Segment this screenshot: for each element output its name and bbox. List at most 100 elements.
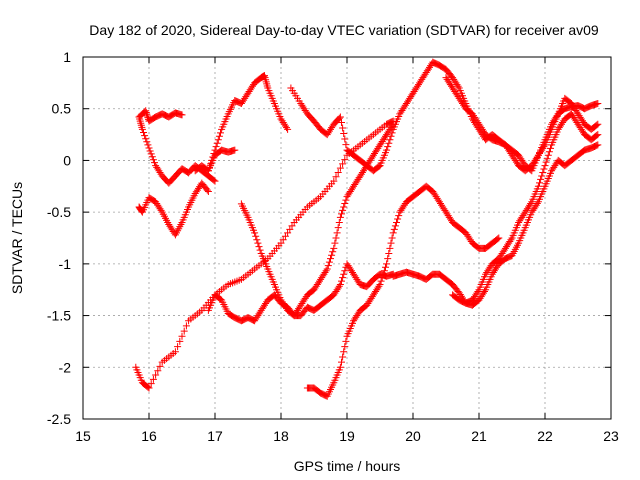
data-point — [203, 186, 211, 194]
data-point — [340, 270, 348, 278]
data-point — [547, 144, 554, 152]
data-point — [340, 203, 348, 211]
data-point — [255, 243, 263, 251]
data-point — [204, 187, 212, 195]
x-tick-label: 15 — [75, 428, 91, 444]
series-sat-2 — [135, 107, 186, 125]
data-point — [474, 287, 482, 295]
data-point — [340, 348, 348, 356]
axis-ticks — [82, 56, 612, 420]
data-point — [536, 179, 543, 187]
data-point — [541, 162, 549, 170]
data-point — [378, 274, 386, 282]
data-point — [210, 176, 218, 184]
data-point — [322, 267, 330, 275]
data-point — [213, 139, 221, 147]
data-point — [253, 236, 261, 244]
data-point — [387, 132, 395, 140]
data-point — [323, 265, 331, 273]
data-point — [380, 267, 388, 275]
data-point — [495, 234, 503, 242]
data-point — [204, 167, 212, 175]
data-point — [481, 287, 488, 295]
data-point — [145, 144, 153, 152]
data-point — [144, 141, 152, 149]
data-point — [178, 111, 186, 119]
data-point — [341, 135, 349, 143]
data-point — [334, 168, 342, 176]
data-point — [538, 172, 546, 180]
data-point — [341, 267, 349, 275]
data-point — [594, 100, 602, 108]
data-point — [142, 109, 150, 117]
data-point — [388, 129, 396, 137]
data-point — [384, 143, 392, 151]
data-point — [386, 244, 394, 252]
data-point — [382, 263, 389, 271]
data-point — [146, 147, 154, 155]
data-point — [157, 206, 165, 214]
data-point — [544, 151, 552, 159]
data-point — [256, 246, 264, 254]
data-point — [332, 173, 340, 181]
data-point — [211, 177, 219, 185]
data-point — [143, 112, 151, 120]
data-point — [594, 131, 602, 139]
data-point — [176, 337, 184, 345]
data-point — [341, 156, 349, 164]
data-point — [330, 177, 338, 185]
data-point — [144, 383, 152, 391]
x-tick-label: 22 — [537, 428, 553, 444]
plot-frame — [82, 56, 612, 420]
data-point — [148, 153, 156, 161]
data-point — [507, 236, 515, 244]
data-point — [389, 229, 397, 237]
data-point — [338, 210, 345, 218]
data-point — [336, 113, 344, 121]
data-point — [149, 375, 157, 383]
data-point — [206, 163, 213, 171]
data-point — [391, 222, 399, 230]
data-point — [341, 200, 349, 208]
y-tick-label: 1 — [63, 49, 71, 65]
data-point — [594, 141, 602, 149]
data-point — [231, 146, 239, 154]
data-point — [332, 234, 340, 242]
series-sat-10 — [303, 182, 503, 400]
series-sat-12 — [442, 74, 602, 175]
y-tick-label: -2 — [59, 359, 72, 375]
data-point — [324, 262, 332, 270]
series-sat-9 — [204, 260, 397, 325]
data-point — [325, 258, 333, 266]
data-point — [143, 138, 151, 146]
data-point — [335, 282, 343, 290]
data-point — [379, 270, 387, 278]
data-point — [383, 146, 391, 154]
data-point — [553, 112, 561, 120]
data-point — [147, 150, 155, 158]
data-point — [331, 239, 339, 247]
x-tick-label: 16 — [141, 428, 157, 444]
data-point — [254, 239, 262, 247]
data-point — [215, 132, 223, 140]
data-point — [138, 207, 146, 215]
tick-labels: 15 16 17 18 19 20 21 22 23 -2.5 -2 -1.5 -1 -0.5 0 0.5 1 — [47, 49, 619, 444]
data-point — [178, 332, 186, 340]
data-point — [540, 165, 548, 173]
data-point — [390, 225, 398, 233]
data-point — [545, 148, 553, 156]
data-point — [342, 196, 350, 204]
data-point — [394, 215, 402, 223]
data-point — [152, 371, 160, 379]
data-point — [527, 200, 535, 208]
data-point — [386, 136, 394, 144]
data-point — [375, 282, 383, 290]
data-point — [454, 82, 462, 90]
y-tick-label: -1 — [59, 256, 72, 272]
data-point — [339, 353, 347, 361]
data-point — [333, 229, 341, 237]
data-point — [208, 156, 216, 164]
data-point — [543, 155, 551, 163]
data-point — [376, 281, 384, 289]
